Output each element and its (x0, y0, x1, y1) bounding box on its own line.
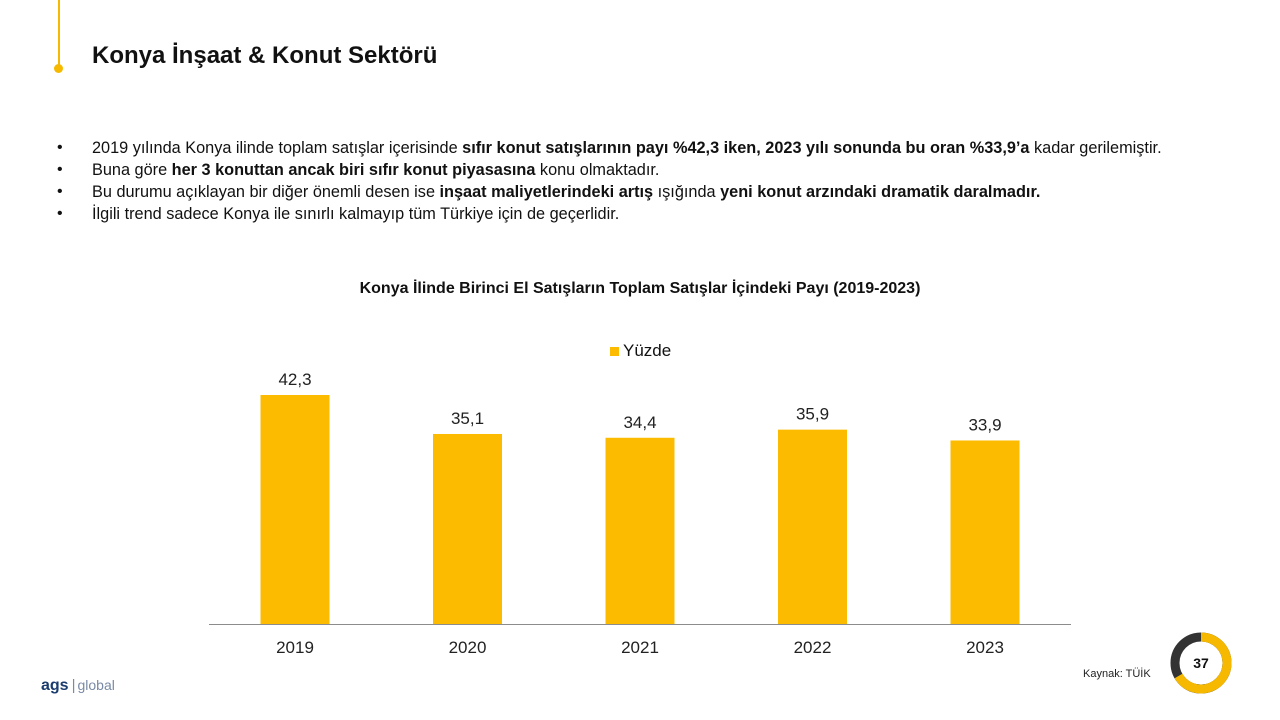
bar-2022 (778, 429, 847, 624)
bullet-text: ışığında (653, 183, 721, 201)
legend-label: Yüzde (623, 341, 672, 360)
ags-global-logo: ags | global (41, 677, 115, 695)
bar-2020 (433, 433, 502, 624)
bullet-item: • 2019 yılında Konya ilinde toplam satışl… (55, 137, 1240, 159)
data-label-2020: 35,1 (451, 409, 484, 428)
data-label-2023: 33,9 (968, 415, 1001, 434)
page-number: 37 (1193, 655, 1209, 671)
bullet-bold-text: yeni konut arzındaki dramatik daralmadır… (720, 183, 1041, 201)
bullet-dot-icon: • (57, 161, 63, 178)
bullet-item: • Buna göre her 3 konuttan ancak biri sıf… (55, 159, 1240, 181)
data-label-2021: 34,4 (623, 413, 656, 432)
bar-2023 (950, 440, 1020, 624)
chart-title: Konya İlinde Birinci El Satışların Topla… (359, 280, 921, 297)
logo-brand: ags (41, 677, 69, 694)
logo-separator: | (71, 677, 76, 694)
chart-legend: Yüzde (610, 341, 671, 361)
bullet-text: Buna göre (92, 161, 172, 179)
data-label-2022: 35,9 (796, 405, 829, 424)
bullet-dot-icon: • (57, 183, 63, 200)
x-tick-label-2022: 2022 (794, 638, 832, 657)
legend-swatch (610, 346, 619, 356)
bullet-bold-text: inşaat maliyetlerindeki artış (439, 183, 654, 201)
bullet-text: konu olmaktadır. (535, 161, 660, 179)
bullet-bold-text: sıfır konut satışlarının payı %42,3 iken… (462, 139, 1030, 157)
x-tick-label-2019: 2019 (276, 638, 314, 657)
source-note: Kaynak: TÜİK (1083, 668, 1151, 680)
x-tick-label-2021: 2021 (621, 638, 659, 657)
accent-dot (54, 64, 63, 73)
x-tick-label-2020: 2020 (449, 638, 487, 657)
page-badge-ring-icon (1170, 632, 1232, 694)
bullet-dot-icon: • (57, 205, 63, 222)
bullet-text: İlgili trend sadece Konya ile sınırlı ka… (92, 205, 620, 223)
bullet-text: kadar gerilemiştir. (1029, 139, 1162, 157)
bullet-text: Bu durumu açıklayan bir diğer önemli des… (92, 183, 440, 201)
bullet-dot-icon: • (57, 139, 63, 156)
bullet-item: • Bu durumu açıklayan bir diğer önemli de… (55, 181, 1240, 203)
logo-suffix: global (77, 677, 115, 693)
data-label-2019: 42,3 (278, 370, 311, 389)
bar-2019 (260, 395, 330, 624)
bar-2021 (605, 437, 675, 624)
bullet-text: 2019 yılında Konya ilinde toplam satışla… (92, 139, 463, 157)
accent-line (58, 0, 60, 66)
bullet-item: • İlgili trend sadece Konya ile sınırlı k… (55, 203, 1240, 225)
bullet-list: • 2019 yılında Konya ilinde toplam satışl… (55, 137, 1240, 225)
bullet-bold-text: her 3 konuttan ancak biri sıfır konut pi… (171, 161, 536, 179)
page-title: Konya İnşaat & Konut Sektörü (92, 42, 438, 69)
x-tick-label-2023: 2023 (966, 638, 1004, 657)
